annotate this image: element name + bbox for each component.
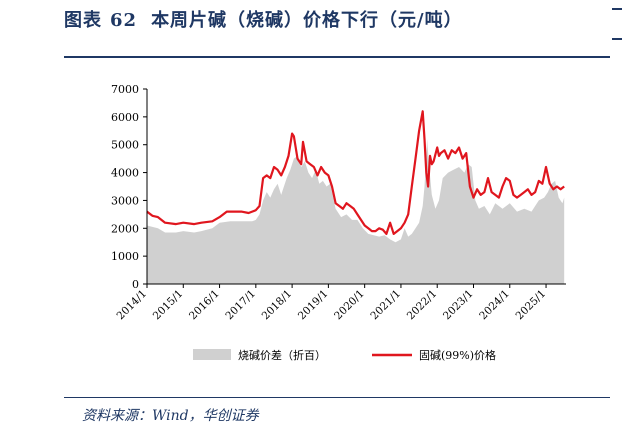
y-tick-label: 0 <box>132 278 139 291</box>
spread-area <box>147 139 565 284</box>
chart: 0 1000 2000 3000 4000 5000 6000 7000 2014/1 2015/… <box>111 83 566 362</box>
figure-label: 图表 <box>64 10 102 31</box>
x-tick-label: 2021/1 <box>368 288 403 323</box>
price-line <box>146 110 565 235</box>
y-tick-label: 1000 <box>111 250 139 263</box>
x-tick-label: 2020/1 <box>332 288 367 323</box>
figure-title: 本周片碱（烧碱）价格下行（元/吨） <box>151 10 463 31</box>
plot-area <box>146 110 565 284</box>
x-tick-label: 2016/1 <box>187 288 222 323</box>
x-tick-label: 2018/1 <box>260 288 295 323</box>
adjacent-page-edge <box>612 38 622 40</box>
legend: 烧碱价差（折百） 固碱(99%)价格 <box>193 348 496 362</box>
legend-label-price: 固碱(99%)价格 <box>419 348 496 362</box>
y-tick-label: 4000 <box>111 167 139 180</box>
axes: 0 1000 2000 3000 4000 5000 6000 7000 2014/1 2015/… <box>111 83 566 322</box>
x-tick-label: 2015/1 <box>151 288 186 323</box>
x-tick-label: 2025/1 <box>514 288 549 323</box>
y-tick-label: 2000 <box>111 222 139 235</box>
top-rule <box>64 56 610 58</box>
x-tick-label: 2014/1 <box>115 288 150 323</box>
x-tick-label: 2019/1 <box>296 288 331 323</box>
x-tick-label: 2022/1 <box>405 288 440 323</box>
legend-swatch-spread <box>193 349 231 360</box>
adjacent-page-edge <box>612 8 622 10</box>
chart-title: 图表 62 本周片碱（烧碱）价格下行（元/吨） <box>64 6 463 32</box>
bottom-rule <box>64 397 610 398</box>
x-tick-label: 2023/1 <box>441 288 476 323</box>
figure-number: 62 <box>110 10 138 31</box>
y-tick-label: 7000 <box>111 83 139 96</box>
y-tick-label: 3000 <box>111 194 139 207</box>
source-note: 资料来源：Wind，华创证券 <box>82 408 259 424</box>
y-tick-label: 5000 <box>111 139 139 152</box>
legend-label-spread: 烧碱价差（折百） <box>238 348 326 362</box>
x-tick-label: 2024/1 <box>477 288 512 323</box>
y-tick-label: 6000 <box>111 111 139 124</box>
x-tick-label: 2017/1 <box>223 288 258 323</box>
